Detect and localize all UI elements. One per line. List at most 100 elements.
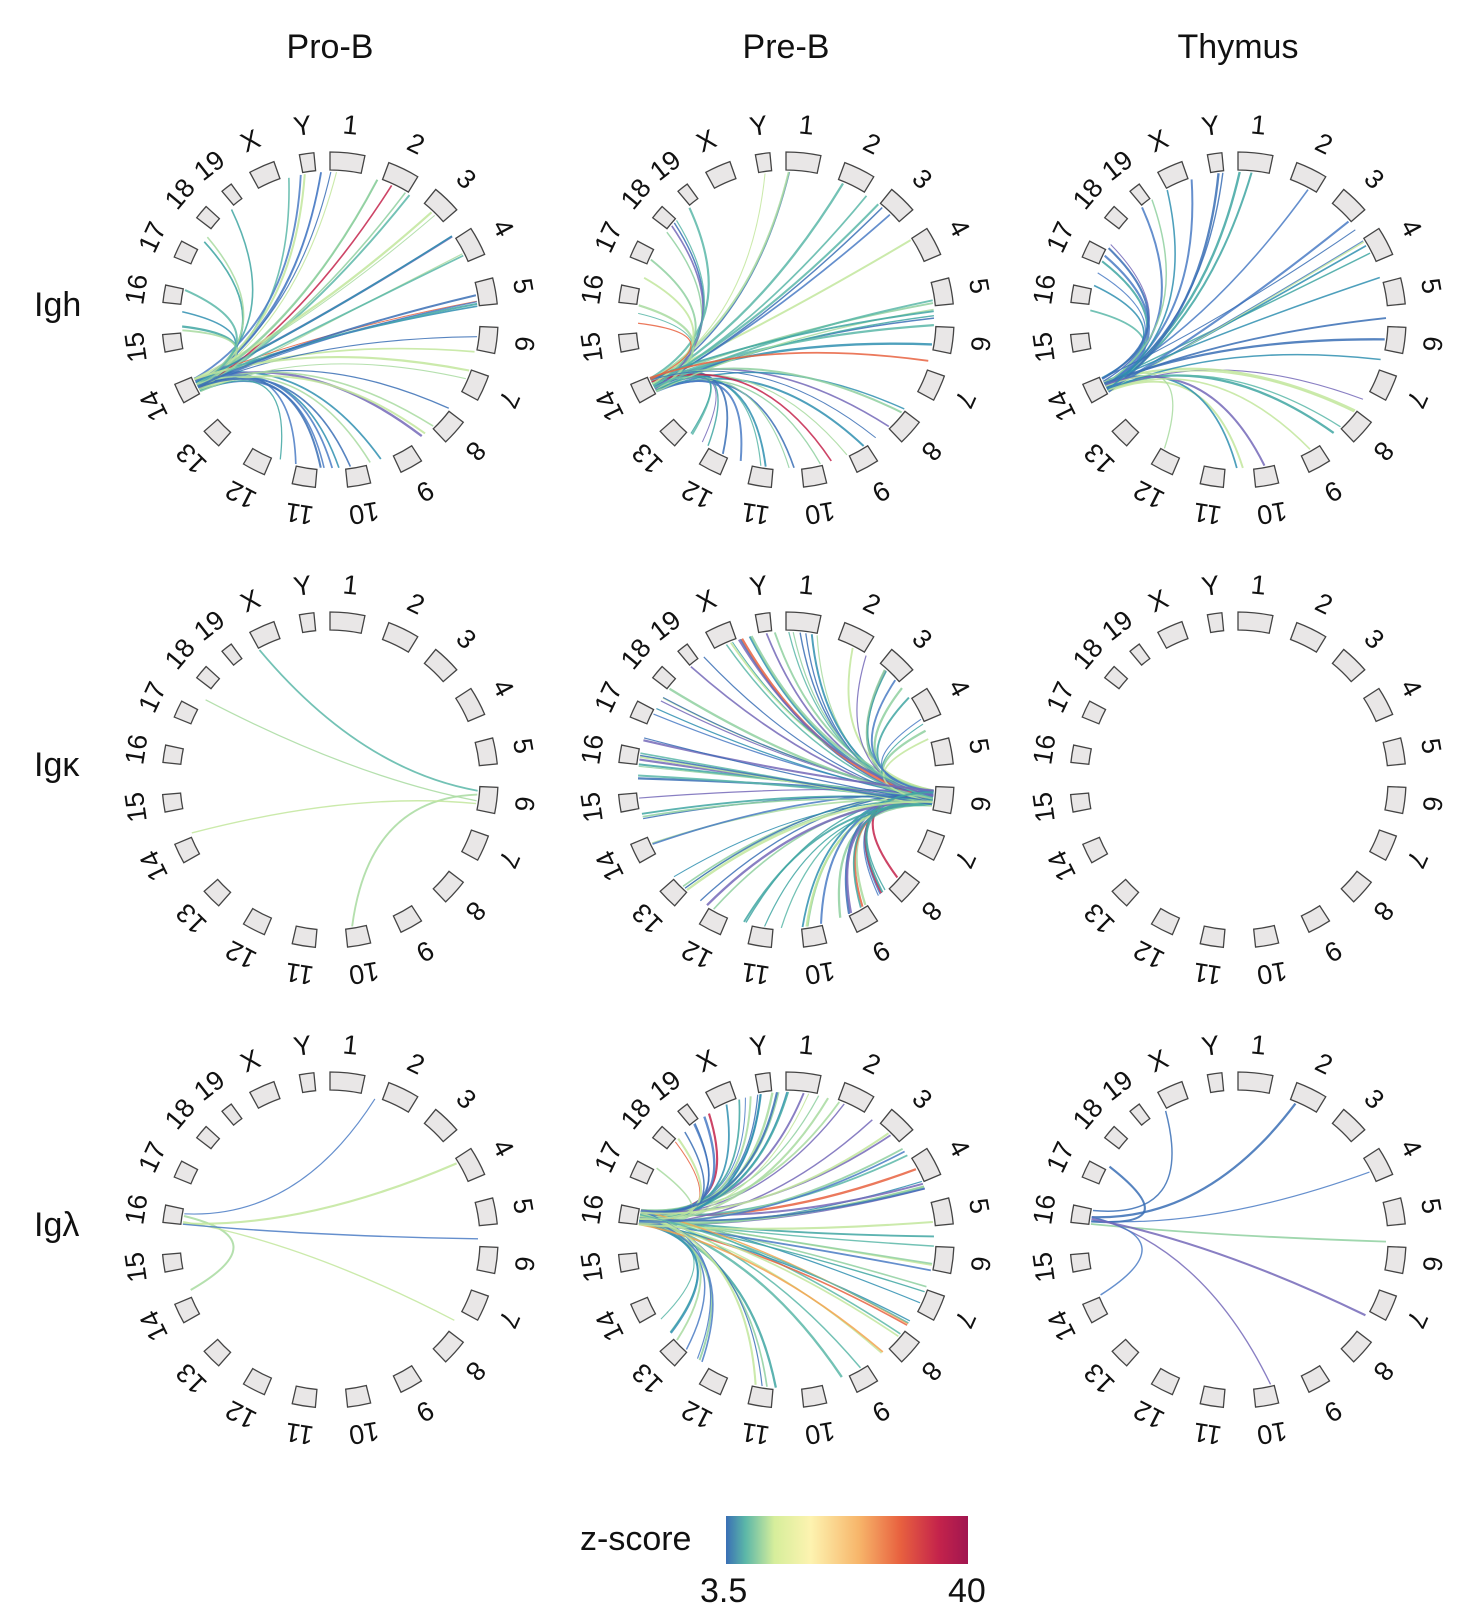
- interaction-link: [1101, 229, 1356, 379]
- chromosome-label-3: 3: [906, 163, 938, 195]
- interaction-link: [197, 369, 450, 409]
- chromosome-block-15: [1069, 332, 1092, 353]
- chromosome-block-7: [1368, 1289, 1398, 1322]
- chromosome-block-8: [432, 870, 465, 903]
- interaction-link: [195, 171, 332, 384]
- chromosome-label-10: 10: [1255, 956, 1290, 991]
- chromosome-label-y: Y: [748, 570, 770, 602]
- interaction-link: [686, 800, 933, 891]
- chromosome-label-18: 18: [159, 173, 201, 215]
- chromosome-block-9: [1300, 444, 1331, 474]
- interaction-link: [1105, 206, 1163, 388]
- chromosome-block-x: [1156, 620, 1189, 650]
- chromosome-block-11: [291, 1385, 318, 1409]
- chromosome-block-9: [848, 444, 879, 474]
- chromosome-block-18: [1103, 205, 1129, 230]
- chromosome-label-13: 13: [1078, 437, 1120, 479]
- chromosome-label-15: 15: [119, 330, 153, 364]
- interaction-link: [655, 379, 821, 465]
- chromosome-block-9: [392, 904, 423, 934]
- chromosome-block-15: [617, 1252, 640, 1273]
- chromosome-block-8: [888, 1330, 921, 1363]
- chromosome-block-2: [837, 1081, 875, 1113]
- chromosome-label-3: 3: [906, 623, 938, 655]
- chromosome-label-3: 3: [450, 1083, 482, 1115]
- chromosome-block-x: [704, 620, 737, 650]
- interaction-link: [763, 804, 932, 927]
- chromosome-block-6: [932, 1245, 955, 1275]
- chromosome-block-11: [291, 925, 318, 949]
- chromosome-label-8: 8: [915, 1356, 947, 1387]
- chromosome-block-x: [248, 1080, 281, 1110]
- chromosome-block-17: [629, 1160, 655, 1185]
- chromosome-label-y: Y: [748, 1030, 770, 1062]
- interaction-link: [882, 738, 933, 803]
- interaction-link: [351, 793, 478, 927]
- chromosome-block-13: [659, 418, 688, 447]
- interaction-link: [198, 185, 393, 390]
- chromosome-block-x: [704, 1080, 737, 1110]
- chromosome-block-3: [879, 188, 914, 223]
- interaction-link: [656, 380, 743, 461]
- chromosome-label-7: 7: [948, 1307, 982, 1333]
- chromosome-label-19: 19: [1096, 144, 1138, 186]
- chromosome-block-14: [629, 836, 657, 864]
- interaction-link: [847, 647, 934, 792]
- chromosome-label-15: 15: [119, 790, 153, 824]
- chromosome-block-4: [1362, 687, 1394, 723]
- chromosome-label-1: 1: [341, 109, 359, 140]
- chromosome-label-1: 1: [341, 569, 359, 600]
- chromosome-label-16: 16: [1027, 1192, 1061, 1226]
- chromosome-block-17: [173, 240, 199, 265]
- chromosome-label-2: 2: [1311, 127, 1338, 161]
- interaction-link: [1101, 247, 1150, 380]
- chromosome-label-2: 2: [859, 1047, 886, 1081]
- chromosome-block-9: [848, 1364, 879, 1394]
- chromosome-block-6: [1384, 1245, 1407, 1275]
- chromosome-label-14: 14: [134, 846, 174, 886]
- interaction-link: [643, 739, 934, 792]
- chromosome-label-19: 19: [644, 1064, 686, 1106]
- chromosome-label-17: 17: [132, 217, 172, 257]
- interaction-link: [651, 324, 934, 385]
- chromosome-block-18: [195, 1125, 221, 1150]
- chromosome-block-13: [659, 1338, 688, 1367]
- chromosome-label-8: 8: [915, 896, 947, 927]
- chromosome-block-1: [785, 1071, 822, 1095]
- chromosome-block-15: [617, 332, 640, 353]
- chromosome-block-11: [291, 465, 318, 489]
- interaction-link: [651, 171, 791, 384]
- chromosome-label-18: 18: [615, 633, 657, 675]
- legend-max-label: 40: [948, 1572, 986, 1610]
- interaction-link: [639, 754, 933, 806]
- chromosome-block-18: [651, 1125, 677, 1150]
- chromosome-block-5: [930, 737, 954, 767]
- chromosome-block-3: [1331, 1108, 1366, 1143]
- chromosome-label-4: 4: [942, 214, 976, 241]
- chromosome-label-2: 2: [1311, 587, 1338, 621]
- chromosome-label-19: 19: [1096, 1064, 1138, 1106]
- chromosome-block-19: [221, 643, 243, 667]
- chromosome-block-8: [888, 870, 921, 903]
- chromosome-block-13: [203, 878, 232, 907]
- chromosome-label-17: 17: [588, 677, 628, 717]
- chromosome-block-19: [1129, 643, 1151, 667]
- interaction-link: [668, 687, 934, 800]
- chromosome-label-12: 12: [221, 934, 261, 974]
- chromosome-label-15: 15: [575, 790, 609, 824]
- chromosome-label-2: 2: [403, 127, 430, 161]
- chromosome-label-5: 5: [963, 1196, 995, 1216]
- chromosome-block-9: [392, 444, 423, 474]
- chromosome-block-18: [651, 665, 677, 690]
- interaction-link: [743, 803, 933, 923]
- chromosome-label-17: 17: [132, 677, 172, 717]
- chromosome-block-4: [454, 227, 486, 263]
- interaction-link: [655, 371, 905, 410]
- interaction-link: [649, 351, 929, 379]
- chromosome-block-15: [161, 1252, 184, 1273]
- chromosome-label-x: X: [692, 124, 721, 159]
- column-title-thymus: Thymus: [1177, 28, 1299, 66]
- interaction-link: [649, 310, 934, 380]
